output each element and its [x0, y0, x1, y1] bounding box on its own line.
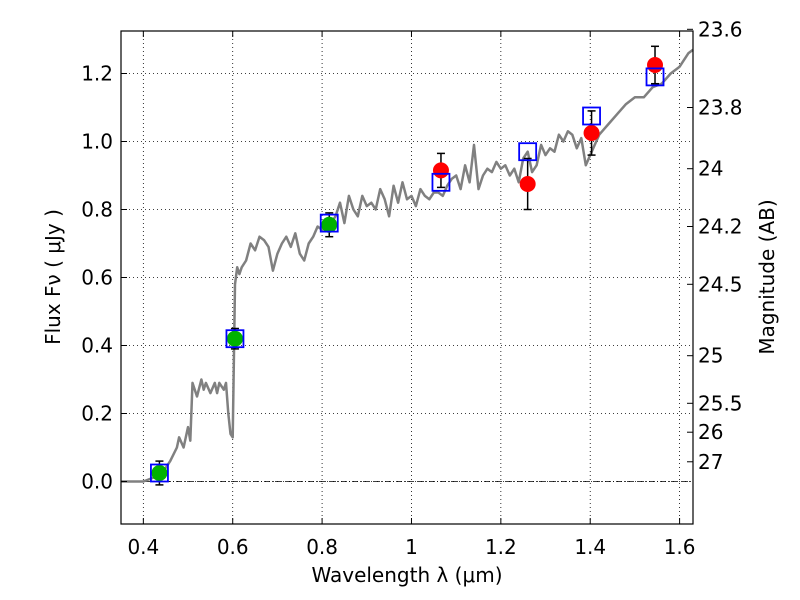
x-tick-label: 0.4: [127, 535, 159, 559]
model-point: [225, 329, 245, 349]
y-tick-label: 1.2: [81, 62, 113, 86]
right-tick-label: 26: [698, 420, 723, 444]
model-spectrum: [121, 48, 694, 483]
y-tick-label: 0.4: [81, 334, 113, 358]
observed-point: [151, 465, 168, 481]
x-tick-label: 1.4: [574, 535, 606, 559]
right-tick-label: 25.5: [698, 391, 743, 415]
x-tick-label: 1.6: [664, 535, 696, 559]
y-tick-label: 0.6: [81, 266, 113, 290]
y-axis-label-left: Flux Fν ( μJy ): [41, 209, 65, 345]
observed-point: [226, 330, 243, 347]
model-point: [518, 142, 538, 162]
observed-point: [432, 162, 449, 179]
model-point: [431, 172, 451, 192]
model-point: [319, 213, 339, 233]
observed-point: [647, 57, 664, 73]
y-tick-label: 1.0: [81, 130, 113, 154]
x-tick-label: 1.2: [485, 535, 517, 559]
observed-point: [519, 176, 536, 192]
model-points: [150, 67, 665, 483]
x-axis-label: Wavelength λ (μm): [311, 563, 502, 587]
right-tick-label: 25: [698, 344, 723, 368]
right-tick-label: 24.2: [698, 215, 743, 239]
model-point: [150, 463, 169, 483]
y-tick-labels: 0.0 0.2 0.4 0.6 0.8 1.0 1.2: [81, 62, 113, 494]
observed-point: [321, 216, 338, 233]
right-tick-label: 23.8: [698, 96, 743, 120]
x-tick-label: 0.8: [306, 535, 338, 559]
y-tick-label: 0.8: [81, 198, 113, 222]
y-axis-label-right: Magnitude (AB): [755, 199, 779, 354]
right-tick-labels: 23.6 23.8 24 24.2 24.5 25 25.5 26 27: [698, 17, 743, 473]
axis-ticks: [121, 28, 693, 524]
spectrum-line: [121, 48, 694, 483]
observed-point: [583, 125, 600, 141]
right-tick-label: 24.5: [698, 272, 743, 296]
x-tick-label: 0.6: [217, 535, 249, 559]
y-tick-label: 0.2: [81, 402, 113, 426]
x-tick-labels: 0.4 0.6 0.8 1 1.2 1.4 1.6: [127, 535, 695, 559]
model-point: [582, 106, 601, 126]
right-tick-label: 27: [698, 450, 723, 474]
model-point: [645, 67, 665, 87]
x-tick-label: 1: [405, 535, 418, 559]
y-tick-label: 0.0: [81, 470, 113, 494]
right-tick-label: 24: [698, 157, 723, 181]
right-tick-label: 23.6: [698, 17, 743, 41]
